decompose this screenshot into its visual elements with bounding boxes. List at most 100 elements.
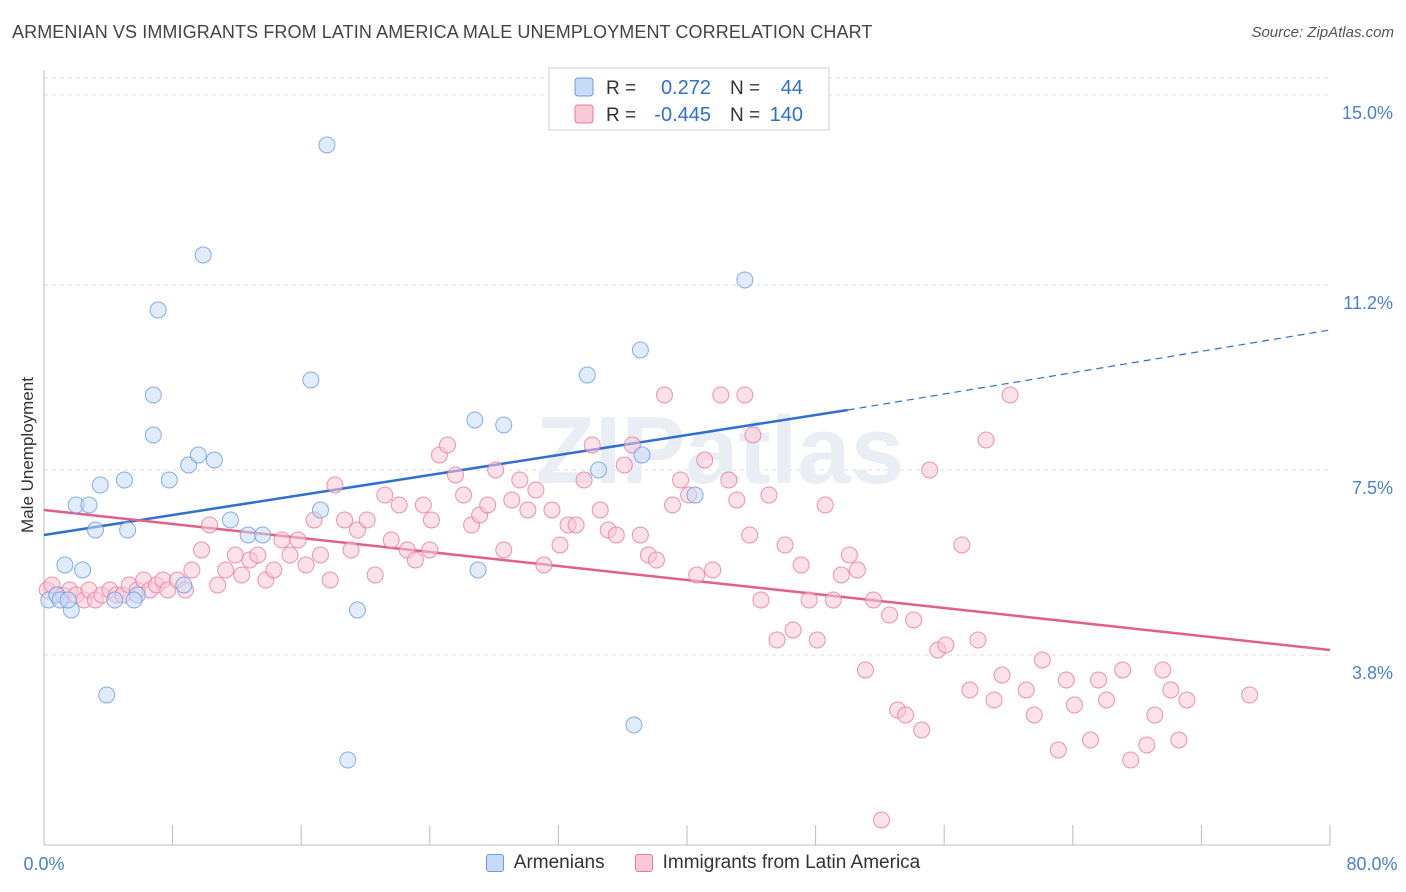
source-credit: Source: ZipAtlas.com [1251,24,1394,41]
y-tick-label: 7.5% [1352,478,1393,498]
latin-america-point [503,491,521,509]
armenian-point [189,446,207,464]
latin-america-point [382,531,400,549]
y-tick-label: 15.0% [1342,103,1393,123]
latin-america-point [414,496,432,514]
legend-n-label: N = [730,105,760,126]
latin-america-point [881,606,899,624]
latin-america-point [816,496,834,514]
armenian-point [119,521,137,539]
armenian-point [254,526,272,544]
data-points [38,136,1259,829]
latin-america-point [575,471,593,489]
legend-label-armenians: Armenians [513,852,605,873]
latin-america-point [856,661,874,679]
latin-america-point [326,476,344,494]
latin-america-point [438,436,456,454]
latin-america-point [567,516,585,534]
armenian-point [144,386,162,404]
latin-america-point [664,496,682,514]
latin-america-point [1146,706,1164,724]
armenian-point [348,601,366,619]
bottom-legend: Armenians Immigrants from Latin America [0,852,1406,874]
armenian-point [205,451,223,469]
latin-america-point [969,631,987,649]
latin-america-point [366,566,384,584]
latin-america-point [487,461,505,479]
latin-america-point [583,436,601,454]
latin-america-point [808,631,826,649]
legend-r-value: -0.445 [654,104,711,126]
latin-america-point [535,556,553,574]
armenian-point [302,371,320,389]
legend-item-latin-america: Immigrants from Latin America [634,852,920,874]
latin-america-point [495,541,513,559]
armenian-point [469,561,487,579]
armenian-point [149,301,167,319]
latin-america-point [848,561,866,579]
latin-america-point [336,511,354,529]
latin-america-point [233,566,251,584]
latin-america-point [937,636,955,654]
latin-america-point [1122,751,1140,769]
latin-america-point [873,811,891,829]
latin-america-point [1138,736,1156,754]
latin-america-point [741,526,759,544]
armenian-point [86,521,104,539]
legend-item-armenians: Armenians [485,852,605,874]
latin-america-point [289,531,307,549]
x-tick-label-min: 0.0% [23,854,64,874]
latin-america-point [655,386,673,404]
legend-swatch-armenians [485,854,504,872]
armenian-point [736,271,754,289]
latin-america-point [447,466,465,484]
legend-r-label: R = [606,78,636,99]
latin-america-point [193,541,211,559]
armenian-point [625,716,643,734]
latin-america-point [688,566,706,584]
latin-america-point [1170,731,1188,749]
latin-america-point [776,536,794,554]
latin-america-point [1057,671,1075,689]
armenian-point [144,426,162,444]
latin-america-point [672,471,690,489]
latin-america-point [720,471,738,489]
latin-america-point [1154,661,1172,679]
legend-n-value: 44 [781,77,803,99]
latin-america-point [226,546,244,564]
latin-america-point [728,491,746,509]
latin-america-point [1162,681,1180,699]
y-axis-label: Male Unemployment [18,377,37,533]
latin-america-point [607,526,625,544]
latin-america-point [281,546,299,564]
latin-america-point [201,516,219,534]
armenian-point [466,411,484,429]
latin-america-point [183,561,201,579]
latin-america-point [342,541,360,559]
latin-america-point [985,691,1003,709]
top-legend: R = 0.272 N = 44 R = -0.445 N = 140 [548,67,830,131]
armenian-point [318,136,336,154]
y-tick-label: 11.2% [1343,293,1393,313]
legend-r-label: R = [606,105,636,126]
latin-america-point [1241,686,1259,704]
latin-america-point [913,721,931,739]
armenian-point [91,476,109,494]
latin-america-point [551,536,569,554]
latin-america-point [376,486,394,504]
latin-america-point [897,706,915,724]
armenian-point [175,576,193,594]
armenian-point [80,496,98,514]
armenian-point [311,501,329,519]
latin-america-point [1025,706,1043,724]
y-tick-label: 3.8% [1352,663,1393,683]
legend-n-value: 140 [770,104,803,126]
latin-america-point [1065,696,1083,714]
latin-america-point [961,681,979,699]
armenian-point [633,446,651,464]
latin-america-point [784,621,802,639]
latin-america-point [631,526,649,544]
armenian-point [106,591,124,609]
latin-america-point [993,666,1011,684]
